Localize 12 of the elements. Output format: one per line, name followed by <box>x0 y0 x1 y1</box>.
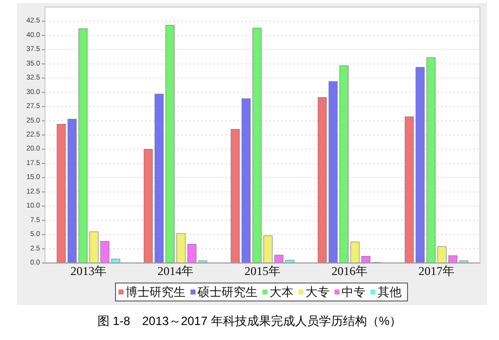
caption: 图 1-8 2013～2017 年科技成果完成人员学历结构（%） <box>97 314 402 328</box>
legend-label: 中专 <box>342 285 366 299</box>
x-tick-label: 2016年 <box>332 264 368 278</box>
x-tick-label: 2017年 <box>418 264 454 278</box>
legend-label: 硕士研究生 <box>196 285 258 299</box>
x-tick-label: 2014年 <box>158 264 194 278</box>
x-tick-label: 2013年 <box>70 264 106 278</box>
legend-label: 博士研究生 <box>126 285 186 299</box>
x-tick-label: 2015年 <box>244 264 280 278</box>
legend-label: 其他 <box>378 285 402 299</box>
legend-label: 大专 <box>306 285 330 299</box>
legend-label: 大本 <box>270 285 294 299</box>
